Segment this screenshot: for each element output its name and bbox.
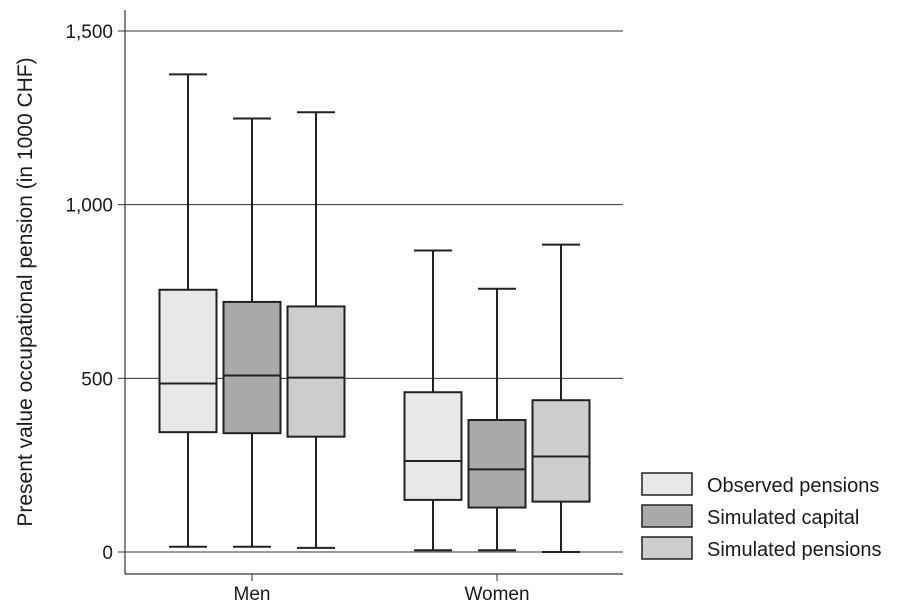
box-men-simulated-pensions [286,111,346,549]
x-tick-label: Men [234,584,271,604]
y-tick-label: 1,500 [65,22,113,43]
iqr-box [158,288,218,434]
legend: Observed pensions Simulated capital Simula… [641,472,882,561]
iqr-box [403,391,463,501]
iqr-box [531,399,591,503]
legend-label: Observed pensions [707,475,879,497]
legend-swatch [641,472,693,496]
legend-label: Simulated pensions [707,539,882,561]
legend-item: Simulated capital [641,504,859,529]
iqr-box [222,300,282,435]
legend-label: Simulated capital [707,507,859,529]
iqr-box [467,419,527,509]
legend-swatch [641,504,693,528]
y-tick-label: 0 [102,543,113,564]
y-axis-label: Present value occupational pension (in 1… [14,57,37,526]
box-women-observed-pensions [403,249,463,552]
y-tick-label: 500 [81,369,113,390]
legend-item: Simulated pensions [641,536,882,561]
y-tick-labels: 0 500 1,000 1,500 [65,22,113,564]
axes [118,10,623,581]
legend-swatch [641,536,693,560]
box-men-observed-pensions [158,73,218,548]
legend-item: Observed pensions [641,472,879,497]
x-tick-label: Women [464,584,529,604]
boxes [158,73,591,553]
x-tick-labels: Men Women [234,584,530,604]
box-women-simulated-capital [467,287,527,552]
y-tick-label: 1,000 [65,196,113,217]
box-women-simulated-pensions [531,243,591,553]
iqr-box [286,305,346,438]
box-men-simulated-capital [222,117,282,548]
